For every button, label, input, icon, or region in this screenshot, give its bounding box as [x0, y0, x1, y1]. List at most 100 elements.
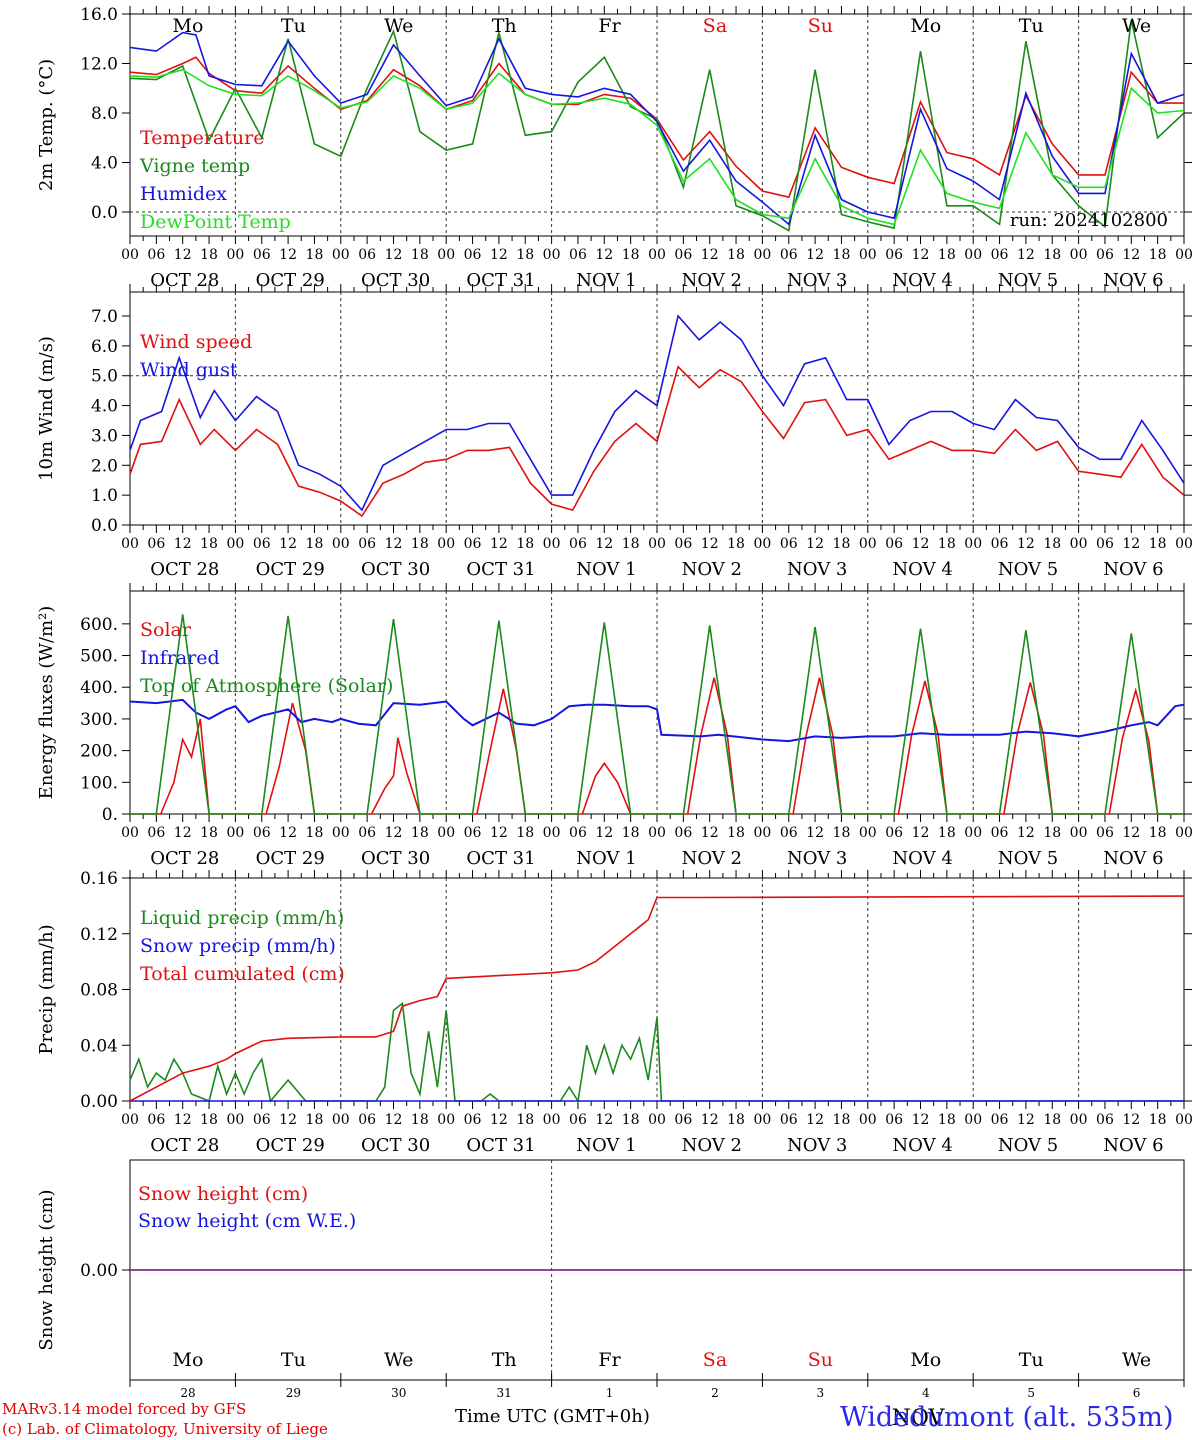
series-line-lightgreen — [129, 68, 1185, 226]
hour-tick-label: 06 — [885, 825, 903, 841]
day-of-week-label: Mo — [173, 1349, 204, 1371]
hour-tick-label: 06 — [1096, 825, 1114, 841]
date-label: NOV 6 — [1103, 559, 1163, 580]
hour-tick-label: 12 — [701, 825, 719, 841]
day-of-week-label: Mo — [910, 1349, 941, 1371]
series-line-blue — [129, 31, 1185, 226]
hour-tick-label: 12 — [806, 1112, 824, 1128]
y-axis-label: Snow height (cm) — [36, 1189, 57, 1350]
run-annotation: run: 2024102800 — [1010, 210, 1168, 231]
date-label: OCT 28 — [150, 270, 219, 291]
hour-tick-label: 06 — [147, 825, 165, 841]
hour-tick-label: 00 — [332, 825, 350, 841]
day-of-week-label: Sa — [703, 1349, 727, 1371]
y-tick-label: 500. — [80, 647, 118, 667]
hour-tick-label: 00 — [1175, 825, 1193, 841]
day-number-label: 4 — [922, 1386, 930, 1400]
hour-tick-label: 12 — [1017, 247, 1035, 263]
hour-tick-label: 12 — [385, 536, 403, 552]
date-label: NOV 2 — [682, 559, 742, 580]
hour-tick-label: 18 — [306, 825, 324, 841]
legend-entry: Snow precip (mm/h) — [140, 935, 336, 957]
legend-entry: Snow height (cm W.E.) — [138, 1210, 356, 1232]
hour-tick-label: 00 — [1070, 1112, 1088, 1128]
hour-tick-label: 06 — [991, 536, 1009, 552]
hour-tick-label: 18 — [1043, 825, 1061, 841]
hour-tick-label: 00 — [121, 825, 139, 841]
hour-tick-label: 00 — [332, 247, 350, 263]
series-line-blue — [129, 314, 1185, 512]
date-label: NOV 5 — [998, 1135, 1058, 1156]
date-label: OCT 28 — [150, 559, 219, 580]
legend-entry: Wind speed — [140, 331, 252, 353]
y-tick-label: 2.0 — [91, 456, 118, 476]
date-label: OCT 30 — [361, 848, 430, 869]
day-of-week-label: We — [384, 1349, 413, 1371]
hour-tick-label: 00 — [121, 247, 139, 263]
hour-tick-label: 06 — [780, 247, 798, 263]
hour-tick-label: 00 — [648, 536, 666, 552]
hour-tick-label: 12 — [174, 247, 192, 263]
hour-tick-label: 00 — [332, 536, 350, 552]
hour-tick-label: 12 — [279, 1112, 297, 1128]
day-of-week-label: Tu — [281, 15, 306, 37]
station-label: Widedumont (alt. 535m) — [840, 1402, 1174, 1433]
hour-tick-label: 06 — [991, 247, 1009, 263]
series-line-green — [129, 1001, 1184, 1104]
day-of-week-label: We — [1122, 1349, 1151, 1371]
date-label: OCT 31 — [466, 1135, 535, 1156]
hour-tick-label: 18 — [200, 536, 218, 552]
hour-tick-label: 18 — [516, 825, 534, 841]
hour-tick-label: 12 — [385, 825, 403, 841]
hour-tick-label: 06 — [358, 1112, 376, 1128]
hour-tick-label: 00 — [437, 1112, 455, 1128]
hour-tick-label: 00 — [1175, 247, 1193, 263]
date-label: NOV 4 — [892, 848, 952, 869]
hour-tick-label: 12 — [1122, 247, 1140, 263]
date-label: NOV 3 — [787, 559, 847, 580]
hour-tick-label: 18 — [306, 1112, 324, 1128]
hour-tick-label: 18 — [727, 1112, 745, 1128]
hour-tick-label: 18 — [516, 247, 534, 263]
hour-tick-label: 00 — [226, 1112, 244, 1128]
hour-tick-label: 06 — [358, 247, 376, 263]
hour-tick-label: 18 — [200, 1112, 218, 1128]
month-overlay: NOV — [892, 1406, 946, 1431]
y-tick-label: 6.0 — [91, 337, 118, 357]
date-label: NOV 5 — [998, 559, 1058, 580]
date-label: NOV 4 — [892, 270, 952, 291]
day-of-week-label: Mo — [910, 15, 941, 37]
hour-tick-label: 00 — [753, 536, 771, 552]
date-label: NOV 1 — [576, 270, 636, 291]
hour-tick-label: 06 — [358, 536, 376, 552]
hour-tick-label: 18 — [1043, 247, 1061, 263]
hour-tick-label: 18 — [200, 825, 218, 841]
hour-tick-label: 06 — [569, 536, 587, 552]
hour-tick-label: 18 — [833, 825, 851, 841]
day-of-week-label: Th — [492, 1349, 517, 1371]
hour-tick-label: 12 — [912, 1112, 930, 1128]
date-label: OCT 28 — [150, 1135, 219, 1156]
day-number-label: 2 — [711, 1386, 719, 1400]
hour-tick-label: 00 — [859, 247, 877, 263]
series-line-red — [130, 677, 1184, 815]
date-label: NOV 5 — [998, 848, 1058, 869]
y-tick-label: 12.0 — [80, 55, 118, 75]
hour-tick-label: 06 — [464, 825, 482, 841]
hour-tick-label: 06 — [464, 1112, 482, 1128]
hour-tick-label: 06 — [1096, 536, 1114, 552]
date-label: NOV 6 — [1103, 270, 1163, 291]
y-tick-label: 0.08 — [80, 981, 118, 1001]
date-label: NOV 5 — [998, 270, 1058, 291]
hour-tick-label: 18 — [622, 247, 640, 263]
hour-tick-label: 06 — [147, 536, 165, 552]
hour-tick-label: 18 — [622, 1112, 640, 1128]
hour-tick-label: 06 — [569, 247, 587, 263]
hour-tick-label: 12 — [1122, 536, 1140, 552]
legend-entry: Wind gust — [140, 359, 238, 381]
hour-tick-label: 18 — [1043, 536, 1061, 552]
y-tick-label: 5.0 — [91, 367, 118, 387]
legend-entry: Temperature — [140, 127, 264, 149]
hour-tick-label: 18 — [1149, 825, 1167, 841]
y-tick-label: 0.00 — [80, 1261, 118, 1281]
